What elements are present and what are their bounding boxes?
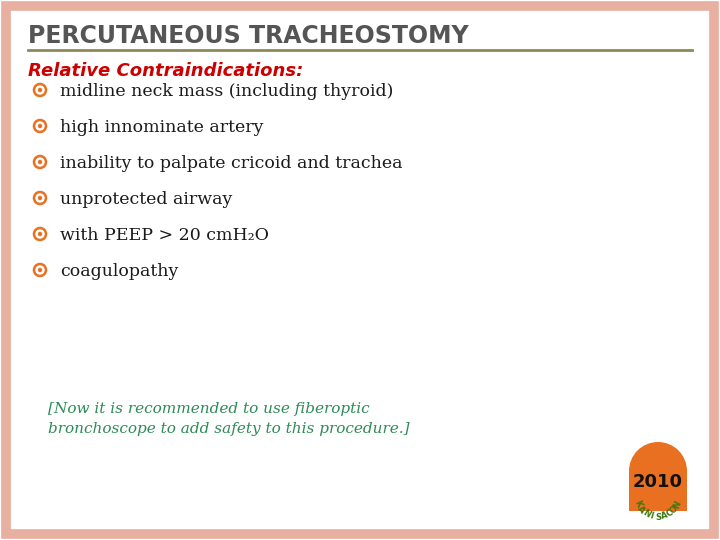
Text: S: S [655,512,661,522]
Circle shape [37,196,42,200]
Circle shape [34,120,46,132]
Text: N: N [672,499,683,509]
Circle shape [34,192,46,204]
Circle shape [37,160,42,164]
FancyBboxPatch shape [6,6,714,534]
Text: N: N [641,508,652,519]
Text: A: A [636,504,647,515]
Circle shape [37,232,42,236]
Circle shape [34,84,46,96]
Text: K: K [633,500,644,509]
Text: A: A [660,511,669,521]
Text: C: C [665,508,675,519]
Text: Relative Contraindications:: Relative Contraindications: [28,62,303,80]
Text: [Now it is recommended to use fiberoptic: [Now it is recommended to use fiberoptic [48,402,369,416]
Text: PERCUTANEOUS TRACHEOSTOMY: PERCUTANEOUS TRACHEOSTOMY [28,24,469,48]
Text: midline neck mass (including thyroid): midline neck mass (including thyroid) [60,83,393,100]
Text: bronchoscope to add safety to this procedure.]: bronchoscope to add safety to this proce… [48,422,410,436]
Circle shape [34,264,46,276]
Text: I: I [649,511,654,521]
Text: inability to palpate cricoid and trachea: inability to palpate cricoid and trachea [60,155,402,172]
Text: high innominate artery: high innominate artery [60,119,264,136]
Text: coagulopathy: coagulopathy [60,263,179,280]
FancyBboxPatch shape [629,469,687,511]
Circle shape [37,88,42,92]
Text: O: O [669,504,680,515]
Circle shape [34,156,46,168]
Circle shape [629,442,687,500]
Circle shape [37,268,42,272]
Circle shape [37,124,42,128]
Text: with PEEP > 20 cmH₂O: with PEEP > 20 cmH₂O [60,227,269,244]
Circle shape [34,228,46,240]
Text: 2010: 2010 [633,473,683,491]
Text: unprotected airway: unprotected airway [60,191,233,208]
